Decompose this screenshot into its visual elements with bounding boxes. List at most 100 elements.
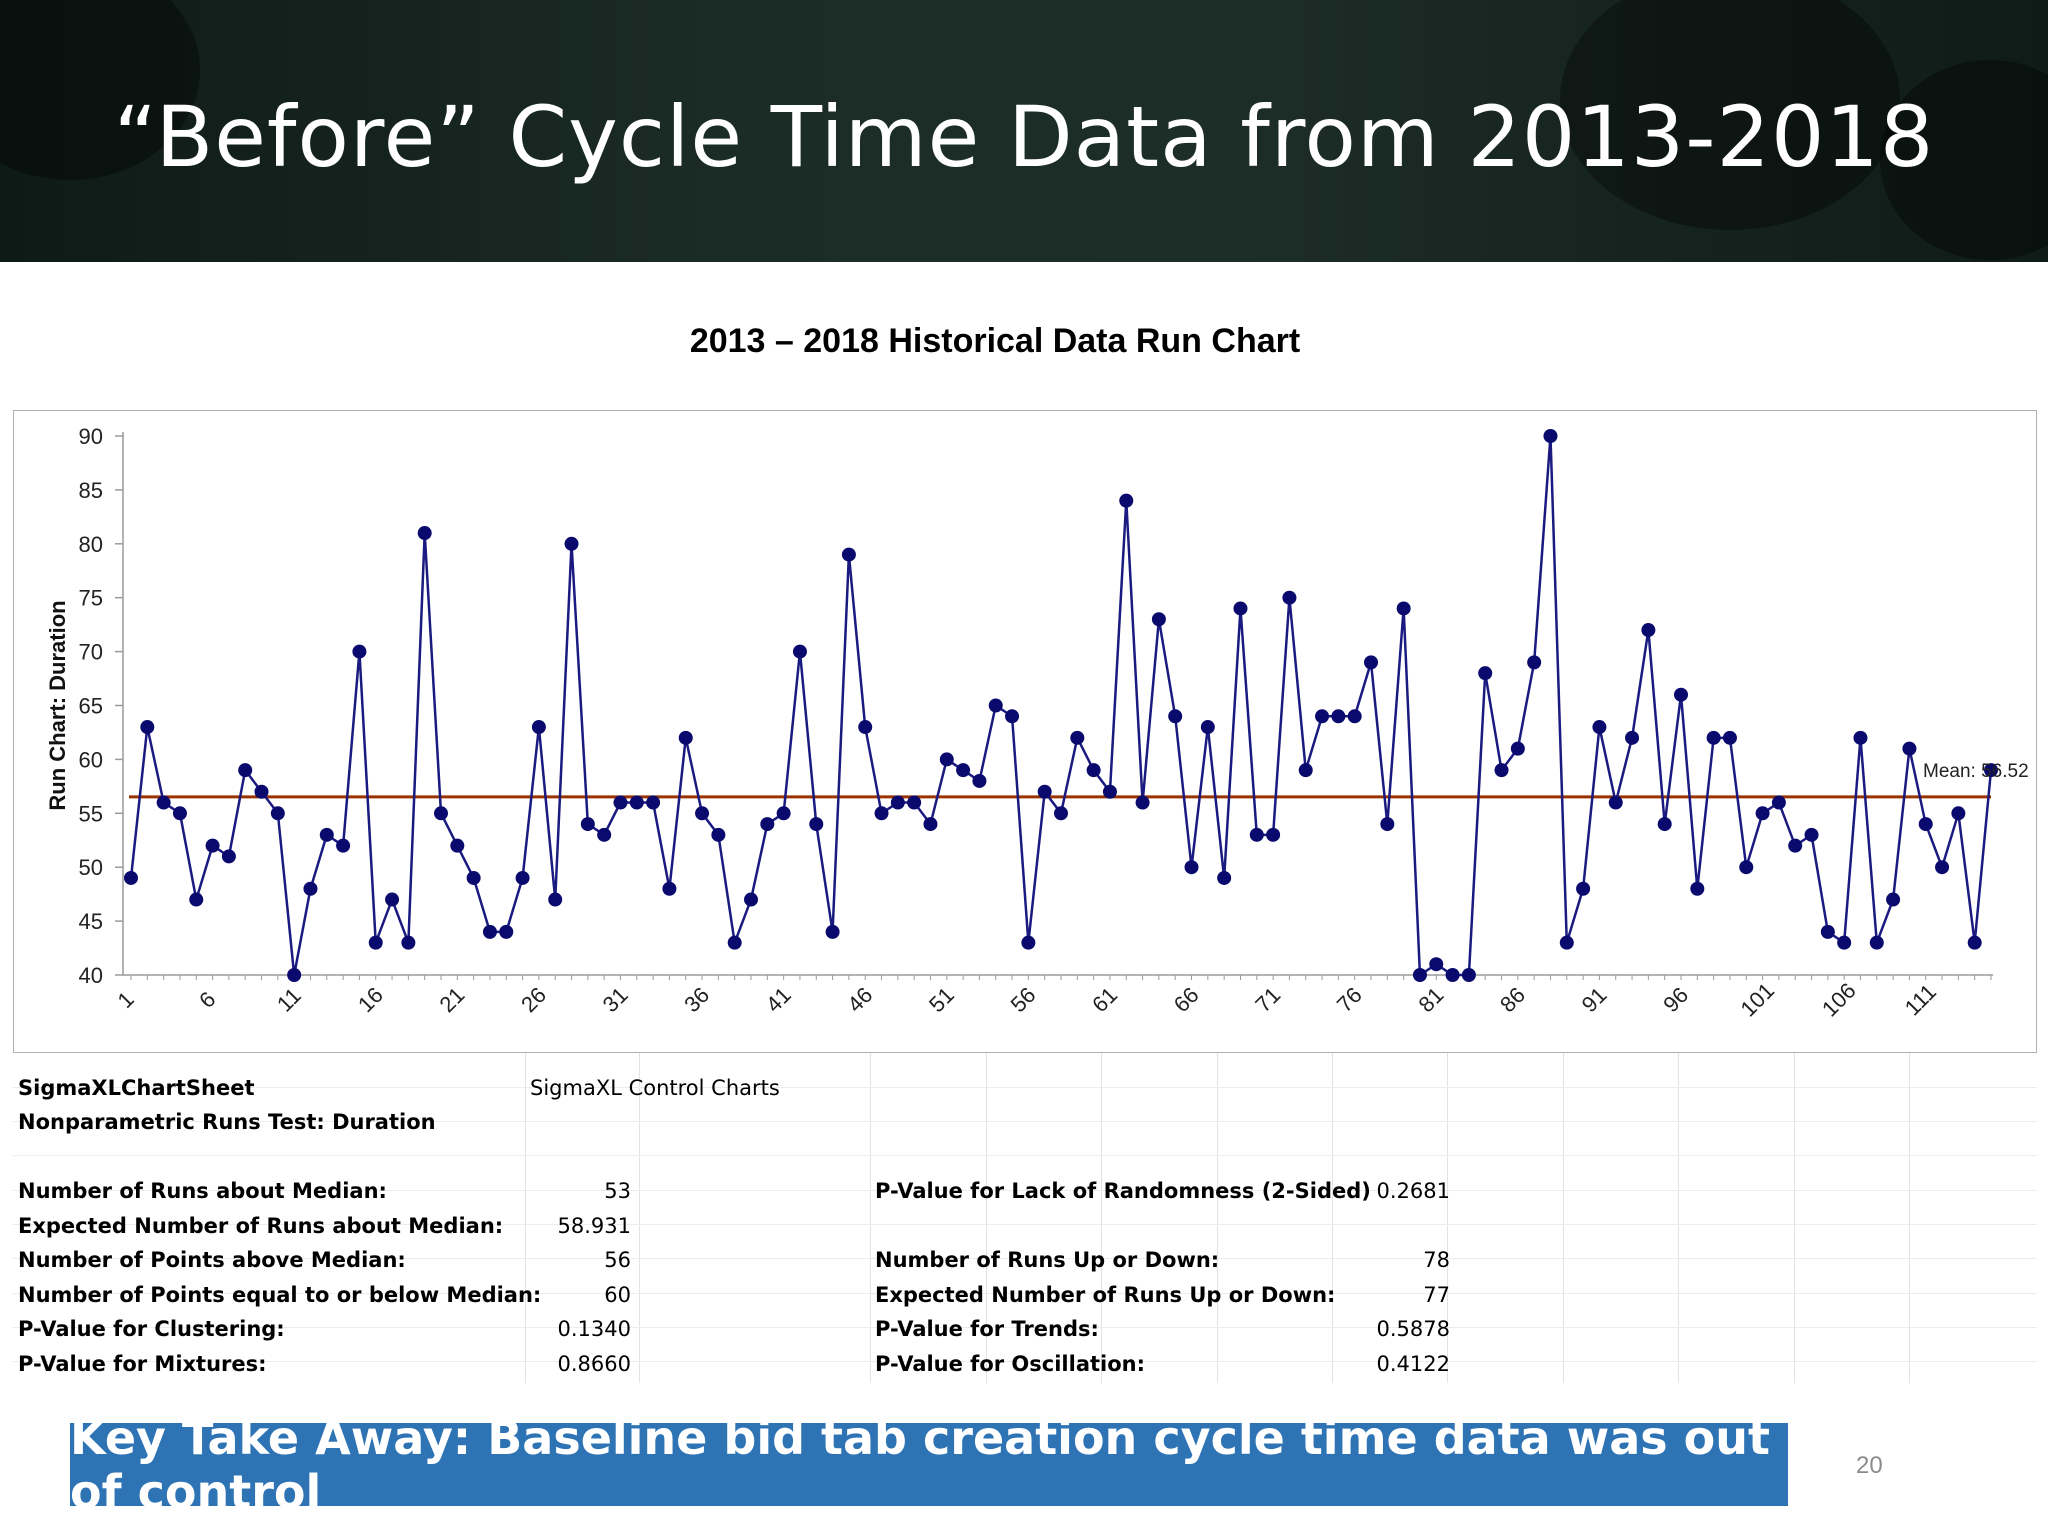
y-tick-label: 60 <box>79 747 103 772</box>
data-point <box>1233 601 1248 616</box>
data-point <box>1461 968 1476 982</box>
slide-title: “Before” Cycle Time Data from 2013-2018 <box>113 88 1935 186</box>
data-point <box>1070 730 1085 745</box>
data-point <box>580 817 595 832</box>
data-point <box>450 838 465 853</box>
data-point <box>1935 860 1950 875</box>
stat-label: Expected Number of Runs Up or Down: <box>875 1282 1336 1307</box>
data-point <box>776 806 791 821</box>
data-point <box>124 870 138 885</box>
data-point <box>1674 687 1688 702</box>
palm-silhouette-right <box>1560 0 1900 230</box>
data-point <box>385 892 400 907</box>
stat-value: 53 <box>604 1179 631 1203</box>
x-tick-label: 96 <box>1658 982 1693 1017</box>
y-tick-label: 70 <box>79 640 103 665</box>
data-point <box>1886 892 1901 907</box>
sheet-name-label: SigmaXLChartSheet <box>18 1076 255 1100</box>
data-point <box>1625 730 1640 745</box>
palm-silhouette-far-right <box>1880 60 2048 260</box>
y-tick-label: 55 <box>79 801 103 826</box>
data-point <box>499 924 514 939</box>
data-point <box>1331 709 1346 724</box>
data-point <box>1869 935 1884 950</box>
data-point <box>1722 730 1737 745</box>
data-point <box>221 849 236 864</box>
x-tick-label: 61 <box>1087 982 1122 1017</box>
data-point <box>172 806 187 821</box>
data-point <box>629 795 644 810</box>
data-point <box>434 806 448 821</box>
data-point <box>1266 827 1281 842</box>
data-point <box>564 536 579 551</box>
x-tick-label: 6 <box>194 987 220 1013</box>
data-point <box>1902 741 1917 756</box>
data-point <box>254 784 269 799</box>
data-point <box>907 795 922 810</box>
sheet-title: SigmaXL Control Charts <box>530 1076 780 1100</box>
title-banner: “Before” Cycle Time Data from 2013-2018 <box>0 0 2048 262</box>
x-tick-label: 91 <box>1577 982 1612 1017</box>
data-point <box>1804 827 1819 842</box>
x-tick-label: 111 <box>1900 979 1941 1020</box>
data-point <box>1837 935 1852 950</box>
data-point <box>678 730 693 745</box>
data-point <box>646 795 661 810</box>
data-point <box>1102 784 1117 799</box>
data-point <box>1282 590 1297 605</box>
y-tick-label: 80 <box>79 532 103 557</box>
data-point <box>727 935 742 950</box>
data-point <box>874 806 889 821</box>
stat-label: Number of Runs Up or Down: <box>875 1248 1220 1272</box>
data-point <box>1217 870 1232 885</box>
stat-value: 0.5878 <box>1376 1317 1450 1341</box>
data-point <box>1641 623 1656 638</box>
data-point <box>1771 795 1786 810</box>
page-number: 20 <box>1856 1452 1883 1479</box>
runs-test-sheet: SigmaXLChartSheet SigmaXL Control Charts… <box>13 1053 2037 1383</box>
data-point <box>1168 709 1183 724</box>
data-point <box>1184 860 1199 875</box>
data-point <box>1086 763 1101 778</box>
data-point <box>1135 795 1150 810</box>
data-point <box>1706 730 1721 745</box>
stat-value: 78 <box>1423 1248 1450 1272</box>
data-point <box>711 827 726 842</box>
x-tick-label: 76 <box>1332 982 1367 1017</box>
data-point <box>1527 655 1542 670</box>
data-point <box>1494 763 1509 778</box>
data-point <box>1592 720 1607 735</box>
data-point <box>531 720 546 735</box>
data-point <box>156 795 171 810</box>
data-point <box>1853 730 1868 745</box>
data-point <box>1021 935 1036 950</box>
data-point <box>238 763 253 778</box>
data-point <box>1576 881 1591 896</box>
y-axis-title: Run Chart: Duration <box>45 600 70 810</box>
stat-value: 0.4122 <box>1376 1351 1450 1376</box>
data-point <box>515 870 530 885</box>
data-point <box>1380 817 1395 832</box>
stat-value: 0.8660 <box>557 1351 631 1376</box>
data-point <box>1005 709 1020 724</box>
data-point <box>825 924 840 939</box>
y-tick-label: 50 <box>79 855 103 880</box>
stat-value: 56 <box>604 1248 631 1272</box>
data-point <box>890 795 905 810</box>
data-point <box>858 720 873 735</box>
x-tick-label: 16 <box>353 982 388 1017</box>
stat-label: P-Value for Oscillation: <box>875 1351 1145 1376</box>
y-tick-label: 65 <box>79 694 103 719</box>
data-point <box>613 795 628 810</box>
x-tick-label: 66 <box>1169 982 1204 1017</box>
data-point <box>841 547 856 562</box>
data-point <box>956 763 971 778</box>
stat-label: Number of Points equal to or below Media… <box>18 1282 542 1307</box>
stat-value: 60 <box>604 1282 631 1307</box>
stat-value: 77 <box>1423 1282 1450 1307</box>
data-point <box>1347 709 1362 724</box>
chart-heading: 2013 – 2018 Historical Data Run Chart <box>689 322 1301 360</box>
chart-axes <box>122 432 1993 976</box>
data-point <box>760 817 775 832</box>
